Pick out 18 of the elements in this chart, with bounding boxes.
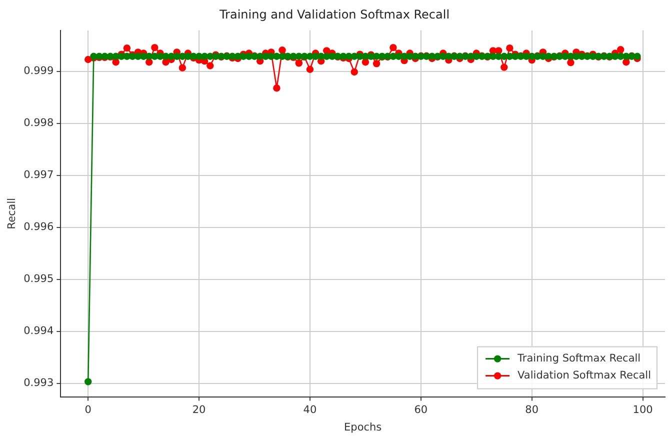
legend-label: Training Softmax Recall <box>516 352 641 365</box>
x-tick-label: 60 <box>414 404 428 416</box>
legend-label: Validation Softmax Recall <box>518 370 652 382</box>
y-tick-label: 0.997 <box>24 169 54 182</box>
chart-title: Training and Validation Softmax Recall <box>218 7 450 22</box>
y-tick-label: 0.995 <box>24 273 54 286</box>
y-tick-label: 0.998 <box>24 117 54 130</box>
y-tick-label: 0.996 <box>24 221 54 234</box>
x-tick-label: 80 <box>525 404 539 416</box>
y-tick-label: 0.994 <box>24 325 54 338</box>
x-tick-label: 100 <box>632 404 653 416</box>
y-tick-label: 0.993 <box>24 377 54 390</box>
x-tick-label: 20 <box>192 404 206 416</box>
x-axis-title: Epochs <box>344 421 382 434</box>
y-tick-label: 0.999 <box>24 65 54 78</box>
y-axis-title: Recall <box>6 198 18 230</box>
x-tick-label: 0 <box>84 404 92 416</box>
x-tick-label: 40 <box>303 404 317 416</box>
